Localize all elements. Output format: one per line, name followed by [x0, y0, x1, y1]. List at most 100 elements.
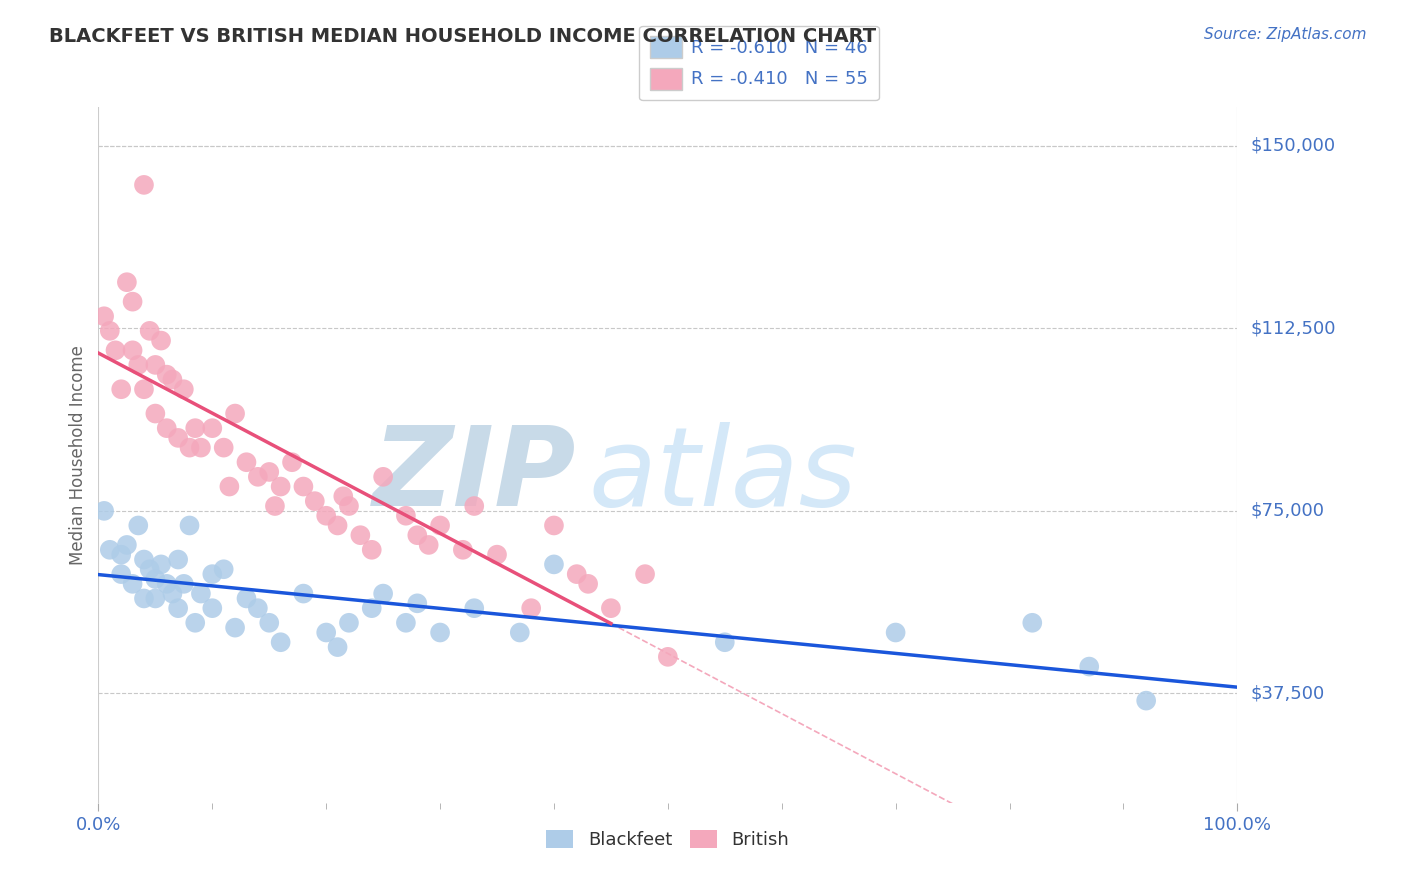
Text: $75,000: $75,000 [1251, 502, 1324, 520]
Point [543, 558, 565, 572]
Point [179, 441, 201, 455]
Point [173, 382, 195, 396]
Point [304, 494, 326, 508]
Point [634, 567, 657, 582]
Point [110, 548, 132, 562]
Legend: Blackfeet, British: Blackfeet, British [538, 822, 797, 856]
Point [201, 567, 224, 582]
Point [162, 586, 184, 600]
Point [543, 518, 565, 533]
Point [132, 382, 155, 396]
Point [127, 518, 149, 533]
Point [145, 407, 167, 421]
Point [270, 635, 292, 649]
Point [281, 455, 304, 469]
Text: atlas: atlas [588, 422, 856, 529]
Point [360, 542, 382, 557]
Point [565, 567, 588, 582]
Point [259, 465, 281, 479]
Point [115, 538, 138, 552]
Point [406, 596, 429, 610]
Point [121, 294, 143, 309]
Point [270, 479, 292, 493]
Point [201, 601, 224, 615]
Point [224, 407, 246, 421]
Point [418, 538, 440, 552]
Point [406, 528, 429, 542]
Point [1021, 615, 1043, 630]
Text: BLACKFEET VS BRITISH MEDIAN HOUSEHOLD INCOME CORRELATION CHART: BLACKFEET VS BRITISH MEDIAN HOUSEHOLD IN… [49, 27, 876, 45]
Point [429, 518, 451, 533]
Point [371, 586, 394, 600]
Point [371, 470, 394, 484]
Point [714, 635, 737, 649]
Point [600, 601, 623, 615]
Point [98, 542, 121, 557]
Point [162, 372, 184, 386]
Point [93, 310, 115, 324]
Point [167, 431, 190, 445]
Point [1078, 659, 1101, 673]
Point [463, 499, 485, 513]
Text: $37,500: $37,500 [1251, 684, 1326, 702]
Point [104, 343, 127, 358]
Point [167, 601, 190, 615]
Point [264, 499, 287, 513]
Point [509, 625, 531, 640]
Point [246, 470, 269, 484]
Point [463, 601, 485, 615]
Point [235, 455, 257, 469]
Point [332, 489, 354, 503]
Point [212, 562, 235, 576]
Point [110, 567, 132, 582]
Point [98, 324, 121, 338]
Point [184, 615, 207, 630]
Point [93, 504, 115, 518]
Point [235, 591, 257, 606]
Text: ZIP: ZIP [373, 422, 576, 529]
Point [315, 625, 337, 640]
Y-axis label: Median Household Income: Median Household Income [69, 345, 87, 565]
Point [224, 621, 246, 635]
Point [259, 615, 281, 630]
Point [315, 508, 337, 523]
Point [292, 479, 315, 493]
Point [576, 577, 599, 591]
Text: Source: ZipAtlas.com: Source: ZipAtlas.com [1204, 27, 1367, 42]
Point [201, 421, 224, 435]
Point [349, 528, 371, 542]
Point [190, 586, 212, 600]
Point [326, 518, 349, 533]
Point [132, 591, 155, 606]
Point [337, 499, 360, 513]
Point [218, 479, 240, 493]
Point [115, 275, 138, 289]
Text: $150,000: $150,000 [1251, 137, 1336, 155]
Point [150, 558, 173, 572]
Point [179, 518, 201, 533]
Point [429, 625, 451, 640]
Point [173, 577, 195, 591]
Point [145, 591, 167, 606]
Point [451, 542, 474, 557]
Point [657, 649, 679, 664]
Point [884, 625, 907, 640]
Point [132, 178, 155, 192]
Point [395, 615, 418, 630]
Point [121, 577, 143, 591]
Point [145, 358, 167, 372]
Point [360, 601, 382, 615]
Point [138, 562, 160, 576]
Point [132, 552, 155, 566]
Point [138, 324, 160, 338]
Point [395, 508, 418, 523]
Point [156, 368, 179, 382]
Point [110, 382, 132, 396]
Point [212, 441, 235, 455]
Point [292, 586, 315, 600]
Point [156, 577, 179, 591]
Point [1135, 693, 1157, 707]
Point [337, 615, 360, 630]
Text: $112,500: $112,500 [1251, 319, 1337, 337]
Point [145, 572, 167, 586]
